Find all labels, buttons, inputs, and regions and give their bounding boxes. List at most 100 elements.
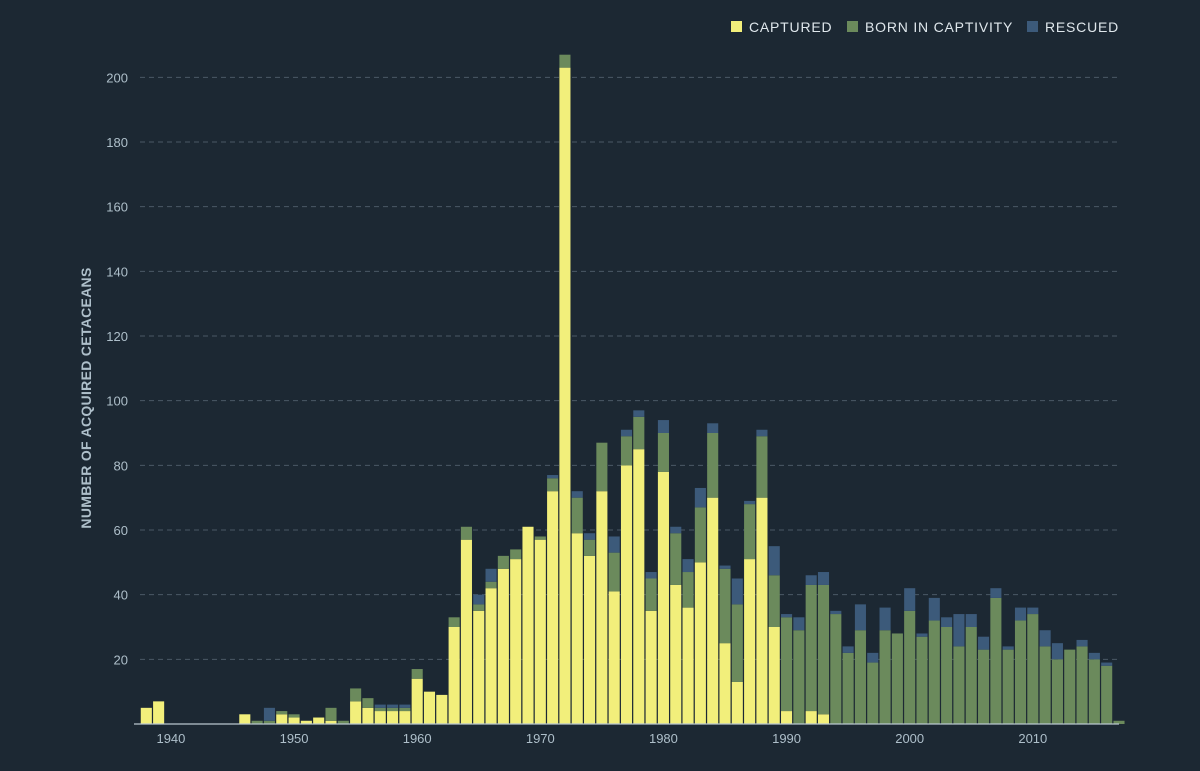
bar-1999-born-in-captivity	[891, 633, 903, 724]
bar-1994-born-in-captivity	[830, 614, 842, 724]
bar-2011-born-in-captivity	[1039, 646, 1051, 724]
legend-label: CAPTURED	[749, 19, 832, 35]
y-tick-label: 180	[106, 135, 128, 150]
bar-1973-captured	[571, 533, 583, 724]
bar-1950-captured	[288, 717, 300, 724]
bar-1979-captured	[645, 610, 657, 724]
bar-1976-captured	[608, 591, 620, 724]
bar-1985-captured	[719, 643, 731, 724]
bar-1949-captured	[276, 714, 288, 724]
bar-1971-captured	[547, 491, 559, 724]
bar-2000-born-in-captivity	[904, 610, 916, 724]
bar-2008-rescued	[1002, 646, 1014, 650]
bar-2014-born-in-captivity	[1076, 646, 1088, 724]
bar-2010-rescued	[1027, 607, 1039, 615]
bar-1954-born-in-captivity	[337, 720, 349, 724]
y-tick-label: 120	[106, 329, 128, 344]
bar-1975-born-in-captivity	[596, 442, 608, 492]
bar-1984-rescued	[707, 423, 719, 433]
bar-2002-born-in-captivity	[928, 620, 940, 724]
bar-1984-captured	[707, 497, 719, 724]
bar-2003-born-in-captivity	[941, 627, 953, 724]
bar-1956-captured	[362, 707, 374, 724]
bar-2003-rescued	[941, 617, 953, 627]
x-tick-label: 1940	[156, 731, 185, 746]
bar-1968-born-in-captivity	[510, 549, 522, 560]
bar-1964-captured	[460, 539, 472, 724]
bar-1980-born-in-captivity	[657, 433, 669, 472]
y-tick-label: 140	[106, 264, 128, 279]
bar-1985-rescued	[719, 565, 731, 569]
bar-1958-rescued	[387, 704, 399, 708]
bar-1953-captured	[325, 720, 337, 724]
bar-2004-rescued	[953, 614, 965, 647]
bar-1957-rescued	[374, 704, 386, 708]
bar-1994-rescued	[830, 610, 842, 615]
bar-1996-born-in-captivity	[854, 630, 866, 724]
bar-1979-born-in-captivity	[645, 578, 657, 611]
bar-2005-born-in-captivity	[965, 627, 977, 724]
bar-1984-born-in-captivity	[707, 433, 719, 498]
bar-1965-born-in-captivity	[473, 604, 485, 611]
bar-1990-rescued	[781, 614, 793, 618]
bar-1986-rescued	[731, 578, 743, 605]
bar-1970-born-in-captivity	[534, 536, 546, 540]
bar-2016-rescued	[1101, 662, 1113, 666]
y-tick-label: 80	[114, 458, 128, 473]
bar-2008-born-in-captivity	[1002, 649, 1014, 724]
bar-2011-rescued	[1039, 630, 1051, 647]
bar-1948-rescued	[263, 707, 275, 721]
bar-1987-rescued	[744, 500, 756, 505]
bar-1966-rescued	[485, 568, 497, 582]
bar-1976-born-in-captivity	[608, 552, 620, 592]
bar-1988-captured	[756, 497, 768, 724]
bar-1989-captured	[768, 627, 780, 724]
bar-2004-born-in-captivity	[953, 646, 965, 724]
bar-1992-captured	[805, 711, 817, 724]
bar-1995-rescued	[842, 646, 854, 653]
legend-swatch-rescued	[1027, 21, 1038, 32]
x-axis-ticks: 1940 1950 1960 1970 1980 1990 2000 2010	[156, 731, 1047, 746]
bar-1946-captured	[239, 714, 251, 724]
y-tick-label: 40	[114, 588, 128, 603]
bar-1981-captured	[670, 584, 682, 724]
legend-swatch-captured	[731, 21, 742, 32]
bar-1974-born-in-captivity	[584, 539, 596, 556]
bar-2015-born-in-captivity	[1088, 659, 1100, 724]
legend-label: BORN IN CAPTIVITY	[865, 19, 1013, 35]
x-tick-label: 2010	[1018, 731, 1047, 746]
bar-1987-captured	[744, 559, 756, 724]
bar-1958-born-in-captivity	[387, 707, 399, 712]
bar-1983-born-in-captivity	[694, 507, 706, 563]
bar-1959-captured	[399, 711, 411, 724]
bar-1948-born-in-captivity	[263, 720, 275, 724]
bar-1982-captured	[682, 607, 694, 724]
bar-1977-rescued	[620, 429, 633, 437]
bar-1969-captured	[522, 526, 534, 724]
bar-2017-born-in-captivity	[1113, 720, 1125, 724]
stacked-bars	[140, 54, 1125, 725]
bar-1950-born-in-captivity	[288, 714, 300, 718]
bar-2005-rescued	[965, 614, 977, 627]
bar-1976-rescued	[608, 536, 620, 553]
bar-1979-rescued	[645, 572, 657, 579]
bar-1964-born-in-captivity	[460, 526, 472, 540]
bar-1958-captured	[387, 711, 399, 724]
bar-1980-rescued	[657, 420, 669, 433]
y-axis-ticks: 20 40 60 80 100 120 140 160 180 200	[106, 70, 128, 667]
bar-2009-rescued	[1014, 607, 1027, 621]
bar-1987-born-in-captivity	[744, 504, 756, 560]
bar-1998-rescued	[879, 607, 891, 631]
y-tick-label: 200	[106, 70, 128, 85]
bar-1961-captured	[423, 691, 436, 724]
bar-1996-rescued	[854, 604, 866, 631]
bar-1983-captured	[694, 562, 706, 724]
bar-1986-captured	[731, 681, 743, 724]
bar-1981-born-in-captivity	[670, 533, 682, 585]
bar-1985-born-in-captivity	[719, 568, 731, 644]
bar-2012-rescued	[1051, 643, 1063, 660]
bar-1952-captured	[313, 717, 325, 724]
bar-1972-captured	[559, 67, 571, 725]
bar-1959-rescued	[399, 704, 411, 708]
bar-1953-born-in-captivity	[325, 707, 337, 721]
